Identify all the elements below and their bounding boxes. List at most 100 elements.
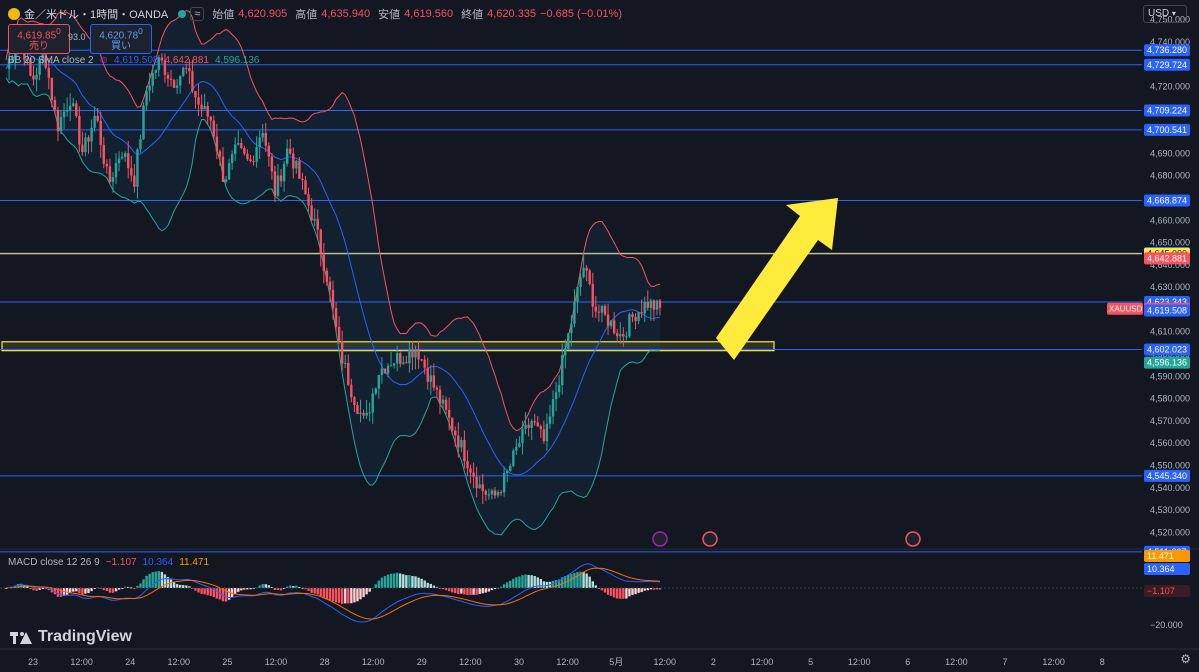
candle-body — [380, 368, 384, 375]
close-label: 終値 — [461, 9, 484, 21]
candle-body — [93, 115, 96, 128]
candle-body — [139, 139, 142, 150]
candle-body — [612, 320, 616, 334]
candle-body — [570, 323, 573, 334]
macd-title[interactable]: MACD close 12 26 9 — [8, 557, 100, 568]
chevron-down-icon: ▾ — [1171, 9, 1176, 18]
candle-body — [450, 417, 454, 431]
candle-body — [26, 58, 29, 61]
candle-body — [240, 143, 243, 148]
candle-body — [411, 349, 414, 358]
macd-histogram-bar — [295, 585, 298, 588]
level-price-tag: 4,709.224 — [1147, 106, 1187, 116]
candle-body — [191, 71, 194, 91]
sell-button[interactable]: 4,619.850 売り — [8, 24, 70, 55]
currency-selector[interactable]: USD ▾ — [1143, 5, 1187, 23]
gear-icon[interactable]: ⚙ — [1180, 652, 1191, 666]
macd-histogram-bar — [331, 588, 335, 602]
candle-body — [160, 57, 164, 61]
macd-histogram-bar — [405, 575, 408, 588]
candle-body — [515, 446, 518, 451]
price-tag-bg — [1144, 356, 1190, 369]
candle-body — [87, 137, 90, 142]
macd-histogram-bar — [542, 581, 546, 588]
macd-histogram-bar — [502, 584, 506, 588]
candle-body — [151, 72, 154, 86]
candle-body — [557, 384, 561, 393]
macd-histogram-bar — [356, 588, 359, 602]
buy-button[interactable]: 4,620.780 買い — [90, 24, 152, 55]
candle-body — [41, 54, 44, 60]
macd-histogram-bar — [340, 588, 344, 604]
candle-body — [53, 100, 57, 110]
x-axis-tick-label: 29 — [417, 657, 427, 667]
y-axis-tick-label: 4,590.000 — [1150, 371, 1190, 381]
symbol-title[interactable]: 金／米ドル・1時間・OANDA — [24, 9, 169, 21]
candle-body — [616, 333, 619, 337]
macd-histogram-bar — [56, 588, 60, 597]
level-price-tag: 4,602.023 — [1147, 345, 1187, 355]
trend-arrow[interactable] — [716, 198, 838, 360]
y-axis-tick-label: 4,520.000 — [1150, 527, 1190, 537]
candle-body — [399, 353, 402, 364]
macd-histogram-bar — [380, 577, 384, 588]
candle-body — [429, 375, 432, 382]
macd-histogram-bar — [518, 576, 521, 588]
macd-histogram-bar — [362, 588, 365, 598]
support-zone-rectangle[interactable] — [1, 341, 775, 352]
y-axis-tick-label: 4,720.000 — [1150, 81, 1190, 91]
economic-event-icon[interactable] — [702, 531, 718, 547]
sell-price-sup: 0 — [56, 26, 61, 36]
macd-histogram-bar — [75, 588, 78, 592]
bb-title[interactable]: BB 20 SMA close 2 — [8, 55, 94, 66]
candle-body — [178, 75, 182, 86]
macd-histogram-bar — [78, 588, 81, 594]
candle-body — [142, 105, 145, 140]
candle-body — [625, 336, 628, 338]
macd-histogram-bar — [493, 588, 497, 590]
macd-histogram-bar — [142, 579, 145, 588]
macd-histogram-bar — [622, 588, 625, 599]
candle-body — [10, 57, 14, 59]
candle-body — [521, 428, 524, 444]
macd-histogram-bar — [499, 586, 503, 588]
macd-histogram-bar — [26, 586, 29, 588]
candle-body — [102, 144, 105, 164]
candle-body — [313, 218, 316, 221]
macd-histogram-bar — [646, 588, 649, 591]
macd-histogram-bar — [344, 588, 347, 604]
macd-histogram-bar — [276, 588, 280, 591]
dividend-event-icon[interactable] — [652, 531, 668, 547]
macd-histogram-bar — [230, 588, 234, 598]
macd-histogram-bar — [573, 572, 576, 588]
macd-histogram-bar — [29, 588, 32, 589]
candle-body — [637, 312, 640, 322]
candle-body — [377, 374, 381, 389]
candle-body — [652, 300, 656, 310]
candle-body — [175, 85, 179, 88]
macd-histogram-bar — [512, 578, 515, 588]
candle-body — [588, 270, 591, 285]
macd-histogram-bar — [90, 588, 93, 592]
y-axis-tick-label: 4,690.000 — [1150, 148, 1190, 158]
y-axis-tick-label: 4,630.000 — [1150, 282, 1190, 292]
macd-histogram-bar — [194, 588, 197, 591]
candle-body — [252, 161, 255, 163]
candle-body — [319, 229, 322, 254]
macd-histogram-bar — [625, 588, 628, 599]
candle-body — [304, 180, 307, 195]
macd-histogram-bar — [658, 588, 662, 590]
y-axis-tick-label: 4,740.000 — [1150, 37, 1190, 47]
macd-histogram-bar — [527, 574, 530, 588]
candle-body — [111, 177, 115, 182]
macd-histogram-bar — [417, 577, 420, 588]
bb-settings-icon[interactable]: ⊚ — [99, 55, 108, 66]
candle-body — [640, 312, 643, 314]
candle-body — [44, 54, 47, 68]
macd-histogram-bar — [457, 588, 460, 595]
economic-event-icon[interactable] — [905, 531, 921, 547]
wave-icon[interactable]: ≈ — [190, 7, 205, 21]
macd-histogram-bar — [102, 588, 105, 591]
candle-body — [518, 443, 521, 447]
